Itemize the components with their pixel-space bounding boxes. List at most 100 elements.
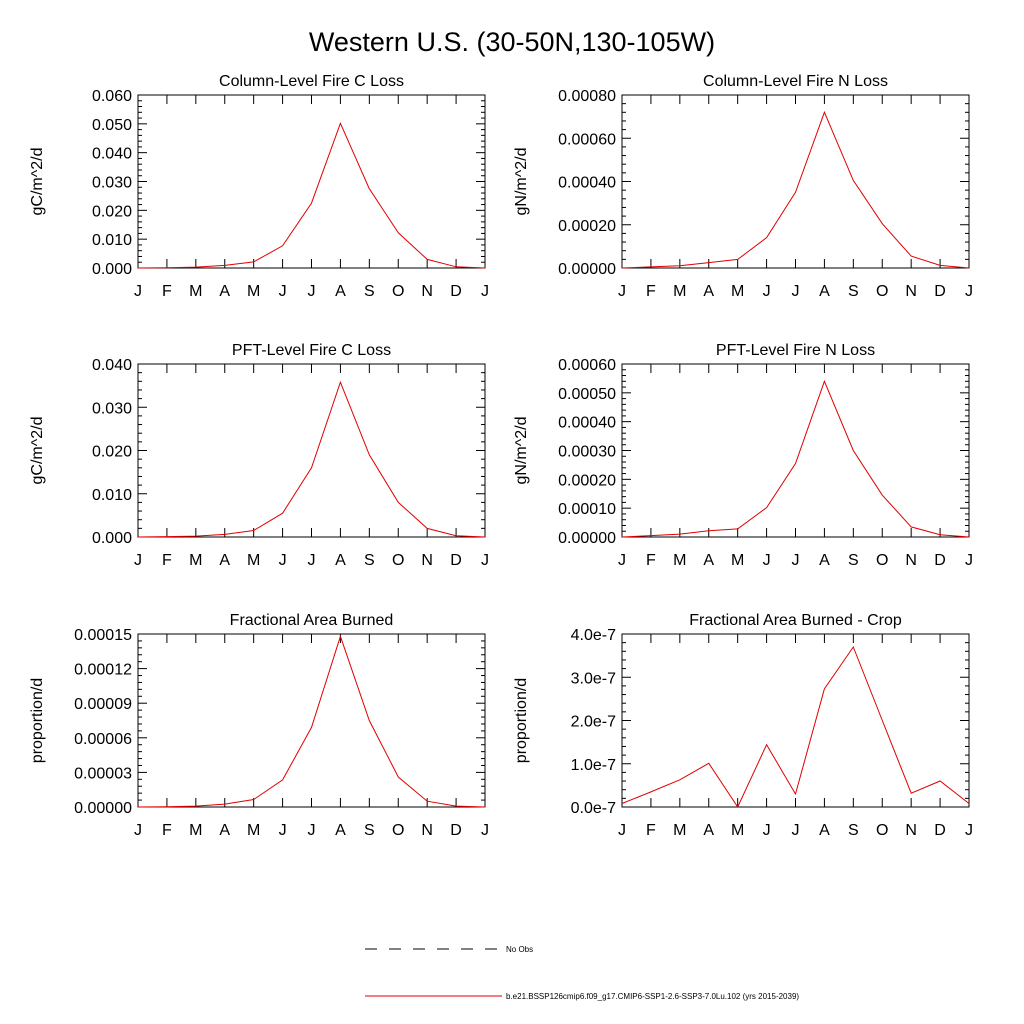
x-tick-label: N — [905, 552, 917, 569]
x-tick-label: O — [876, 552, 888, 569]
x-tick-label: F — [162, 822, 172, 839]
x-tick-label: O — [392, 552, 404, 569]
y-tick-label: 1.0e-7 — [571, 757, 616, 774]
series-line — [137, 121, 486, 269]
x-tick-label: J — [279, 822, 287, 839]
x-tick-label: A — [219, 552, 230, 569]
x-tick-label: M — [247, 552, 260, 569]
x-tick-label: J — [965, 283, 973, 300]
x-tick-label: A — [335, 822, 346, 839]
y-tick-label: 0.020 — [92, 444, 132, 461]
x-tick-label: A — [335, 552, 346, 569]
y-tick-label: 0.00040 — [558, 175, 616, 192]
y-tick-label: 0.040 — [92, 357, 132, 374]
x-tick-label: J — [618, 283, 626, 300]
x-tick-label: J — [308, 822, 316, 839]
x-tick-label: S — [364, 822, 375, 839]
x-tick-label: N — [905, 283, 917, 300]
y-tick-label: 0.030 — [92, 175, 132, 192]
x-tick-label: M — [731, 283, 744, 300]
y-tick-label: 0.00030 — [558, 444, 616, 461]
panel-title: PFT-Level Fire N Loss — [716, 342, 875, 359]
chart-panel: PFT-Level Fire C Loss gC/m^2/d 0.000 0.010 0… — [29, 342, 489, 569]
x-tick-label: F — [646, 552, 656, 569]
y-tick-label: 0.00010 — [558, 501, 616, 518]
y-tick-label: 0.00020 — [558, 472, 616, 489]
x-tick-label: O — [392, 822, 404, 839]
x-tick-label: D — [450, 822, 462, 839]
y-axis-label: proportion/d — [29, 678, 46, 763]
x-tick-label: J — [792, 283, 800, 300]
x-tick-label: N — [421, 552, 433, 569]
chart-panel: Column-Level Fire N Loss gN/m^2/d 0.00000 0… — [513, 73, 973, 300]
panel-title: Fractional Area Burned - Crop — [689, 612, 902, 629]
x-tick-label: J — [481, 822, 489, 839]
x-tick-label: J — [965, 822, 973, 839]
legend: No Obs b.e21.BSSP126cmip6.f09_g17.CMIP6-… — [365, 945, 799, 1001]
y-tick-label: 2.0e-7 — [571, 714, 616, 731]
chart-panel: PFT-Level Fire N Loss gN/m^2/d 0.00000 0.00… — [513, 342, 973, 569]
plot-frame — [621, 94, 970, 269]
series-line — [621, 110, 970, 269]
x-tick-label: M — [673, 283, 686, 300]
plot-frame — [621, 633, 970, 808]
x-tick-label: J — [965, 552, 973, 569]
y-tick-label: 0.040 — [92, 146, 132, 163]
x-tick-label: A — [219, 283, 230, 300]
series-line — [621, 379, 970, 538]
y-tick-label: 0.00012 — [74, 662, 132, 679]
x-tick-label: F — [646, 283, 656, 300]
x-tick-label: J — [134, 552, 142, 569]
y-tick-label: 4.0e-7 — [571, 627, 616, 644]
x-tick-label: N — [421, 283, 433, 300]
y-tick-label: 0.010 — [92, 232, 132, 249]
panel-title: Column-Level Fire N Loss — [703, 73, 888, 90]
plot-frame — [621, 363, 970, 538]
x-tick-label: O — [876, 283, 888, 300]
x-tick-label: S — [848, 822, 859, 839]
x-tick-label: M — [731, 552, 744, 569]
x-tick-label: F — [646, 822, 656, 839]
x-tick-label: D — [450, 283, 462, 300]
y-tick-label: 0.060 — [92, 88, 132, 105]
y-axis-label: gN/m^2/d — [513, 417, 530, 485]
y-axis-label: gC/m^2/d — [29, 148, 46, 216]
y-tick-label: 0.00020 — [558, 218, 616, 235]
y-tick-label: 0.0e-7 — [571, 800, 616, 817]
x-tick-label: J — [763, 822, 771, 839]
x-tick-label: A — [703, 822, 714, 839]
x-tick-label: N — [905, 822, 917, 839]
legend-obs-label: No Obs — [506, 945, 533, 954]
panel-title: PFT-Level Fire C Loss — [232, 342, 391, 359]
x-tick-label: M — [731, 822, 744, 839]
x-tick-label: A — [219, 822, 230, 839]
y-tick-label: 0.00060 — [558, 131, 616, 148]
y-tick-label: 0.00015 — [74, 627, 132, 644]
plot-frame — [137, 363, 486, 538]
x-tick-label: S — [848, 552, 859, 569]
y-tick-label: 0.00080 — [558, 88, 616, 105]
x-tick-label: A — [819, 552, 830, 569]
chart-panel: Fractional Area Burned proportion/d 0.0000… — [29, 612, 489, 839]
x-tick-label: N — [421, 822, 433, 839]
x-tick-label: J — [279, 552, 287, 569]
x-tick-label: A — [819, 283, 830, 300]
x-tick-label: M — [247, 283, 260, 300]
chart-panel: Column-Level Fire C Loss gC/m^2/d 0.000 0.0… — [29, 73, 489, 300]
x-tick-label: O — [876, 822, 888, 839]
y-tick-label: 0.000 — [92, 261, 132, 278]
x-tick-label: A — [335, 283, 346, 300]
y-axis-label: proportion/d — [513, 678, 530, 763]
series-line — [137, 634, 486, 808]
x-tick-label: J — [481, 283, 489, 300]
x-tick-label: J — [308, 283, 316, 300]
figure-title: Western U.S. (30-50N,130-105W) — [309, 27, 715, 57]
x-tick-label: J — [763, 283, 771, 300]
y-tick-label: 0.020 — [92, 203, 132, 220]
x-tick-label: D — [934, 552, 946, 569]
x-tick-label: S — [364, 552, 375, 569]
series-line — [621, 645, 970, 809]
y-tick-label: 0.00050 — [558, 386, 616, 403]
y-tick-label: 0.00060 — [558, 357, 616, 374]
